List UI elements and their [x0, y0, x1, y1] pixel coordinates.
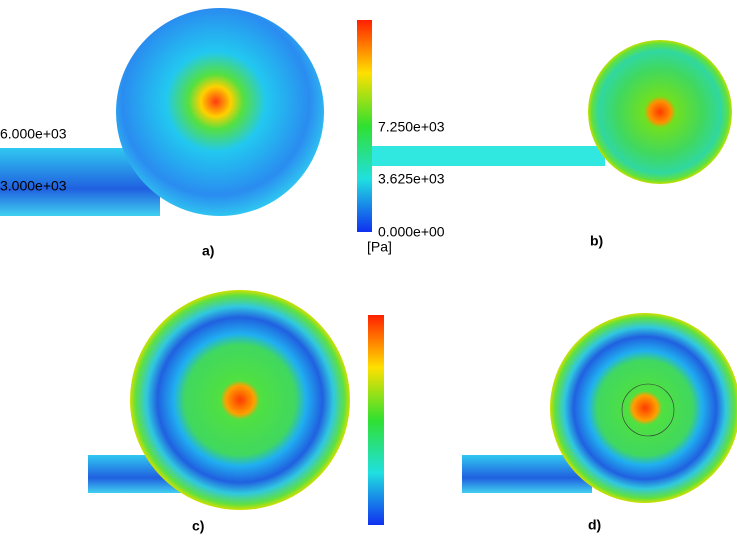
panel-b: b) — [365, 40, 732, 249]
colorbar-scale — [357, 20, 372, 232]
colorbar-unit: [Pa] — [367, 239, 392, 255]
impeller-outline — [621, 383, 675, 437]
contour-label: 3.000e+03 — [0, 178, 67, 194]
colorbar-tick-label: 3.625e+03 — [378, 171, 445, 187]
panel-d: d) — [462, 313, 737, 533]
volute — [550, 313, 737, 503]
volute — [116, 8, 324, 216]
contour-label: 6.000e+03 — [0, 126, 67, 142]
colorbar-scale — [368, 315, 384, 525]
panel-label: b) — [590, 233, 603, 249]
panel-label: c) — [192, 518, 204, 534]
volute — [588, 40, 732, 184]
colorbar-tick-label: 7.250e+03 — [378, 119, 445, 135]
colorbar-tick-label: 0.000e+00 — [378, 224, 445, 240]
panel-label: d) — [588, 517, 601, 533]
panel-c: c) — [88, 290, 350, 534]
panel-label: a) — [202, 243, 214, 259]
colorbar: 7.250e+03 3.625e+03 0.000e+00 [Pa] — [357, 20, 445, 255]
outlet — [365, 146, 605, 166]
volute — [130, 290, 350, 510]
panel-a: 6.000e+03 3.000e+03 a) — [0, 8, 324, 259]
